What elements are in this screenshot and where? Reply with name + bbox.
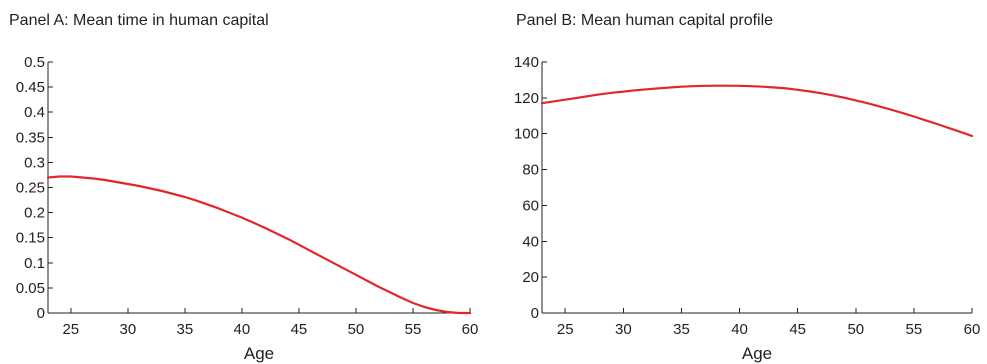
panel-a-y-tick-label: 0.4 [24, 104, 45, 121]
panel-b-x-tick-label: 45 [789, 321, 806, 338]
panel-a-x-tick-label: 30 [119, 321, 136, 338]
panel-b-y-tick-label: 120 [514, 90, 539, 107]
panel-b-x-tick-label: 35 [673, 321, 690, 338]
panel-a-y-tick-label: 0.45 [16, 79, 45, 96]
panel-a-x-tick-label: 40 [234, 321, 251, 338]
panel-b-y-tick-label: 140 [514, 54, 539, 71]
panel-a-y-tick-label: 0 [37, 305, 45, 322]
panel-b-y-tick-label: 100 [514, 126, 539, 143]
panel-a-y-tick-label: 0.05 [16, 280, 45, 297]
panel-b-x-tick-label: 30 [615, 321, 632, 338]
panel-b-y-tick-label: 80 [522, 162, 539, 179]
panel-b: Panel B: Mean human capital profile 0 20 4… [490, 0, 987, 364]
panel-a-y-tick-label: 0.2 [24, 205, 45, 222]
panel-a-x-tick-label: 25 [62, 321, 79, 338]
panel-a-y-tick-label: 0.5 [24, 54, 45, 71]
panel-b-y-tick-label: 60 [522, 197, 539, 214]
panel-b-chart: 0 20 40 60 80 100 120 140 25 30 35 40 45 50 55 60 Age [514, 54, 981, 363]
panel-a-y-tick-label: 0.1 [24, 255, 45, 272]
panel-a-x-axis-label: Age [244, 344, 274, 363]
panel-a-y-tick-label: 0.15 [16, 230, 45, 247]
panel-b-y-tick-label: 20 [522, 269, 539, 286]
panel-a-x-tick-label: 50 [348, 321, 365, 338]
panel-a-chart: 0 0.05 0.1 0.15 0.2 0.25 0.3 0.35 0.4 0.45 0.5 25 30… [16, 54, 479, 363]
panel-b-title: Panel B: Mean human capital profile [516, 12, 774, 29]
panel-a-series-line [46, 175, 472, 315]
panel-a-x-tick-label: 45 [291, 321, 308, 338]
panel-b-series-line [540, 84, 974, 137]
panel-b-x-axis-label: Age [742, 344, 772, 363]
panel-b-x-tick-label: 60 [964, 321, 981, 338]
panel-a-x-tick-label: 60 [462, 321, 479, 338]
panel-a-y-tick-label: 0.25 [16, 180, 45, 197]
panel-b-x-tick-label: 40 [731, 321, 748, 338]
panel-a-x-tick-label: 35 [177, 321, 194, 338]
panel-b-x-tick-label: 25 [557, 321, 574, 338]
panel-b-y-tick-label: 0 [531, 305, 539, 322]
panel-b-x-tick-label: 55 [906, 321, 923, 338]
panel-b-x-tick-label: 50 [847, 321, 864, 338]
panel-a-x-tick-label: 55 [405, 321, 422, 338]
panel-b-y-tick-label: 40 [522, 233, 539, 250]
panel-a-y-tick-label: 0.35 [16, 129, 45, 146]
panel-a-title: Panel A: Mean time in human capital [9, 12, 269, 29]
panel-a: Panel A: Mean time in human capital 0 0.0… [0, 0, 490, 364]
panel-a-y-tick-label: 0.3 [24, 154, 45, 171]
